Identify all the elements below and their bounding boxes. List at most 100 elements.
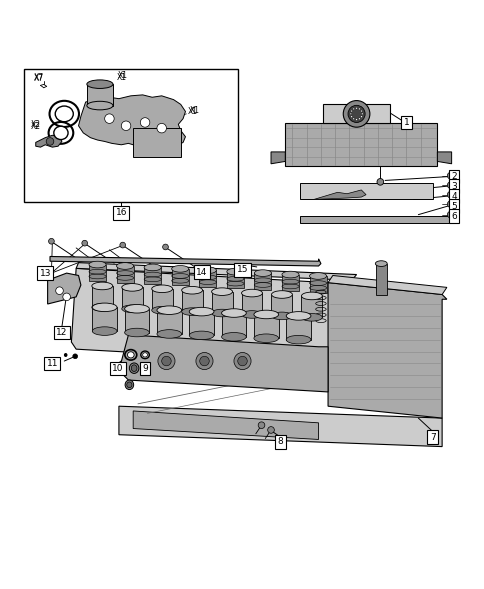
Polygon shape: [437, 152, 451, 164]
Ellipse shape: [55, 106, 73, 122]
Polygon shape: [124, 309, 149, 333]
Bar: [87, 84, 113, 105]
Text: X1: X1: [187, 107, 197, 116]
Text: 10: 10: [112, 364, 123, 373]
Circle shape: [140, 118, 150, 127]
Ellipse shape: [199, 267, 216, 273]
Polygon shape: [309, 276, 326, 293]
Polygon shape: [254, 273, 271, 290]
Circle shape: [157, 123, 166, 133]
Text: X1: X1: [190, 106, 200, 115]
Text: 9: 9: [142, 364, 148, 373]
Text: 1: 1: [403, 118, 408, 127]
Text: 7: 7: [429, 432, 435, 442]
Ellipse shape: [375, 261, 386, 266]
Circle shape: [446, 182, 453, 188]
Polygon shape: [171, 269, 188, 286]
Ellipse shape: [189, 331, 213, 340]
Text: X2: X2: [31, 122, 41, 131]
Text: X1: X1: [116, 72, 126, 82]
Polygon shape: [327, 276, 446, 294]
Polygon shape: [36, 135, 62, 147]
Polygon shape: [47, 273, 81, 304]
Circle shape: [446, 211, 453, 218]
Ellipse shape: [211, 288, 232, 296]
Text: 2: 2: [450, 172, 456, 181]
Polygon shape: [271, 152, 285, 164]
Polygon shape: [50, 256, 320, 266]
Polygon shape: [116, 266, 134, 283]
Circle shape: [158, 352, 175, 369]
Circle shape: [350, 116, 352, 118]
Polygon shape: [78, 95, 185, 147]
Polygon shape: [301, 296, 322, 317]
Bar: [375, 264, 387, 294]
Polygon shape: [323, 104, 389, 123]
Ellipse shape: [89, 262, 106, 268]
Ellipse shape: [157, 306, 182, 315]
Ellipse shape: [309, 273, 326, 279]
Polygon shape: [71, 269, 332, 363]
Circle shape: [446, 201, 453, 207]
Polygon shape: [199, 270, 216, 287]
Text: 4: 4: [450, 191, 456, 201]
Ellipse shape: [121, 305, 142, 313]
Ellipse shape: [125, 380, 134, 389]
Circle shape: [121, 121, 131, 131]
Circle shape: [267, 426, 274, 434]
Circle shape: [349, 113, 351, 115]
Ellipse shape: [54, 126, 68, 140]
Ellipse shape: [286, 312, 310, 320]
Polygon shape: [285, 123, 437, 166]
Circle shape: [233, 352, 251, 369]
Circle shape: [358, 118, 360, 120]
Polygon shape: [182, 290, 202, 312]
Polygon shape: [151, 289, 172, 310]
Ellipse shape: [271, 312, 292, 320]
Circle shape: [360, 116, 362, 118]
Circle shape: [196, 352, 212, 369]
Ellipse shape: [221, 309, 246, 317]
Text: X7: X7: [33, 72, 44, 82]
Ellipse shape: [182, 308, 202, 316]
Circle shape: [199, 356, 209, 366]
Ellipse shape: [189, 307, 213, 316]
Text: 5: 5: [450, 201, 456, 211]
Circle shape: [82, 240, 88, 246]
Circle shape: [355, 107, 357, 109]
Polygon shape: [286, 316, 310, 340]
Circle shape: [348, 105, 364, 123]
Polygon shape: [254, 315, 278, 338]
Circle shape: [56, 287, 63, 294]
Ellipse shape: [227, 269, 243, 275]
Ellipse shape: [91, 282, 112, 290]
Ellipse shape: [126, 382, 132, 388]
Circle shape: [360, 110, 362, 112]
Polygon shape: [281, 274, 299, 291]
Circle shape: [358, 108, 360, 110]
Ellipse shape: [241, 289, 262, 297]
Polygon shape: [76, 263, 356, 280]
Text: 14: 14: [196, 267, 207, 277]
Ellipse shape: [301, 292, 322, 300]
Circle shape: [343, 101, 369, 127]
Circle shape: [105, 114, 114, 123]
Bar: [299, 216, 451, 223]
Text: •: •: [61, 350, 68, 363]
Text: 12: 12: [56, 328, 67, 337]
Polygon shape: [211, 292, 232, 313]
Polygon shape: [119, 406, 441, 446]
Ellipse shape: [87, 80, 113, 88]
Circle shape: [352, 118, 354, 120]
Circle shape: [350, 110, 352, 112]
Polygon shape: [119, 335, 327, 392]
Polygon shape: [133, 411, 318, 439]
Polygon shape: [89, 264, 106, 281]
Ellipse shape: [124, 305, 149, 313]
Text: 13: 13: [39, 269, 51, 277]
Ellipse shape: [92, 303, 117, 312]
Circle shape: [376, 178, 383, 185]
Polygon shape: [121, 287, 142, 309]
Circle shape: [162, 244, 168, 250]
Circle shape: [48, 239, 54, 244]
